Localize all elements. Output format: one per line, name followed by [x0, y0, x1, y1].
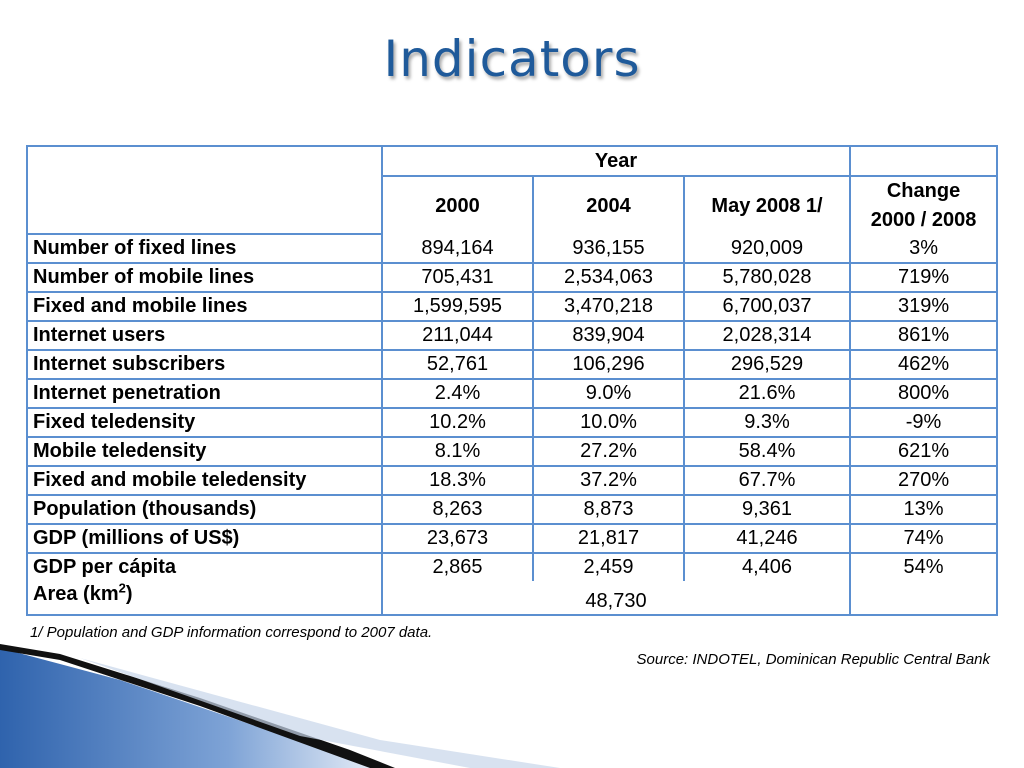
- change-header-line1: Change: [886, 180, 961, 202]
- cell-may-2008: 41,246: [685, 525, 852, 554]
- row-label: GDP per cápita: [28, 554, 383, 581]
- cell-2004: 10.0%: [534, 409, 685, 438]
- swoosh-blue-shape: [0, 648, 380, 768]
- table-row: Internet subscribers 52,761 106,296 296,529…: [28, 351, 997, 380]
- cell-2000: 10.2%: [383, 409, 534, 438]
- column-header-2004: 2004: [534, 177, 685, 235]
- swoosh-dark-stripe: [0, 644, 395, 768]
- footnote: 1/ Population and GDP information corres…: [30, 624, 433, 641]
- header-empty-cell: [851, 147, 997, 177]
- table-row: GDP (millions of US$) 23,673 21,817 41,246 7…: [28, 525, 997, 554]
- slide-title: Indicators: [383, 30, 641, 88]
- cell-2004: 2,534,063: [534, 264, 685, 293]
- row-label: GDP (millions of US$): [28, 525, 383, 554]
- cell-2004: 9.0%: [534, 380, 685, 409]
- cell-may-2008: 6,700,037: [685, 293, 852, 322]
- cell-2000: 211,044: [383, 322, 534, 351]
- cell-may-2008: 9,361: [685, 496, 852, 525]
- area-value: 48,730: [383, 581, 852, 614]
- cell-change: 462%: [851, 351, 997, 380]
- cell-2004: 21,817: [534, 525, 685, 554]
- cell-2000: 52,761: [383, 351, 534, 380]
- cell-2000: 8.1%: [383, 438, 534, 467]
- cell-change: 74%: [851, 525, 997, 554]
- row-label: Population (thousands): [28, 496, 383, 525]
- cell-change: 13%: [851, 496, 997, 525]
- cell-may-2008: 4,406: [685, 554, 852, 581]
- row-label: Internet users: [28, 322, 383, 351]
- area-label-prefix: Area (km: [33, 583, 119, 605]
- table-row: Fixed teledensity 10.2% 10.0% 9.3% -9%: [28, 409, 997, 438]
- column-header-may-2008: May 2008 1/: [685, 177, 852, 235]
- column-header-2000: 2000: [383, 177, 534, 235]
- cell-change: 719%: [851, 264, 997, 293]
- area-label-suffix: ): [125, 583, 133, 605]
- cell-2004: 2,459: [534, 554, 685, 581]
- table-row: Number of mobile lines 705,431 2,534,063 5,…: [28, 264, 997, 293]
- table-row-area: Area (km2) 48,730: [28, 581, 996, 614]
- cell-may-2008: 296,529: [685, 351, 852, 380]
- row-label: Fixed and mobile teledensity: [28, 467, 383, 496]
- cell-change: 319%: [851, 293, 997, 322]
- table-header-row-columns: 2000 2004 May 2008 1/ Change 2000 / 2008: [28, 177, 996, 235]
- cell-2004: 3,470,218: [534, 293, 685, 322]
- area-change-empty: [851, 581, 996, 614]
- cell-change: 54%: [903, 556, 944, 578]
- change-header-line2: 2000 / 2008: [870, 209, 977, 231]
- cell-2000: 8,263: [383, 496, 534, 525]
- cell-2000: 2,865: [383, 554, 534, 581]
- cell-2000: 18.3%: [383, 467, 534, 496]
- cell-change: -9%: [851, 409, 997, 438]
- table-row: Mobile teledensity 8.1% 27.2% 58.4% 621%: [28, 438, 997, 467]
- cell-2004: 839,904: [534, 322, 685, 351]
- row-label: Fixed and mobile lines: [28, 293, 383, 322]
- cell-2004: 936,155: [534, 235, 685, 264]
- cell-may-2008: 58.4%: [685, 438, 852, 467]
- indicators-table: Year 2000 2004 May 2008 1/ Change 2000 / …: [26, 145, 999, 616]
- area-label-sup: 2: [118, 581, 126, 596]
- table-row: Fixed and mobile teledensity 18.3% 37.2% 67…: [28, 467, 997, 496]
- cell-change: 621%: [851, 438, 997, 467]
- cell-change: 270%: [851, 467, 997, 496]
- cell-change: 3%: [851, 235, 997, 264]
- row-label: Internet penetration: [28, 380, 383, 409]
- cell-may-2008: 21.6%: [685, 380, 852, 409]
- table-body: Number of fixed lines 894,164 936,155 920,0…: [28, 235, 997, 581]
- cell-may-2008: 5,780,028: [685, 264, 852, 293]
- row-label: Mobile teledensity: [28, 438, 383, 467]
- cell-2004: 106,296: [534, 351, 685, 380]
- cell-2000: 2.4%: [383, 380, 534, 409]
- cell-2000: 705,431: [383, 264, 534, 293]
- cell-2000: 894,164: [383, 235, 534, 264]
- cell-2004: 27.2%: [534, 438, 685, 467]
- table-row: GDP per cápita 2,865 2,459 4,406 54%: [28, 554, 996, 581]
- source-note: Source: INDOTEL, Dominican Republic Cent…: [636, 651, 990, 668]
- cell-2000: 1,599,595: [383, 293, 534, 322]
- year-group-header: Year: [383, 147, 852, 177]
- table-row: Fixed and mobile lines 1,599,595 3,470,218…: [28, 293, 997, 322]
- table-row: Internet users 211,044 839,904 2,028,314 861…: [28, 322, 997, 351]
- cell-may-2008: 920,009: [685, 235, 852, 264]
- row-label: Fixed teledensity: [28, 409, 383, 438]
- cell-may-2008: 2,028,314: [685, 322, 852, 351]
- column-header-change: Change 2000 / 2008: [851, 177, 996, 235]
- cell-may-2008: 67.7%: [685, 467, 852, 496]
- table-row: Number of fixed lines 894,164 936,155 920,0…: [28, 235, 997, 264]
- cell-may-2008: 9.3%: [685, 409, 852, 438]
- table-row: Internet penetration 2.4% 9.0% 21.6% 800%: [28, 380, 997, 409]
- cell-change: 800%: [851, 380, 997, 409]
- cell-2000: 23,673: [383, 525, 534, 554]
- row-label: Number of mobile lines: [28, 264, 383, 293]
- row-label: Number of fixed lines: [28, 235, 383, 264]
- table-row: Population (thousands) 8,263 8,873 9,361 13%: [28, 496, 997, 525]
- table-header-row-year: Year: [28, 147, 997, 235]
- cell-2004: 8,873: [534, 496, 685, 525]
- row-label: Internet subscribers: [28, 351, 383, 380]
- cell-change: 861%: [851, 322, 997, 351]
- header-blank-cell: [28, 147, 383, 235]
- row-label-area: Area (km2): [28, 581, 383, 614]
- cell-2004: 37.2%: [534, 467, 685, 496]
- decorative-swoosh: [0, 644, 560, 768]
